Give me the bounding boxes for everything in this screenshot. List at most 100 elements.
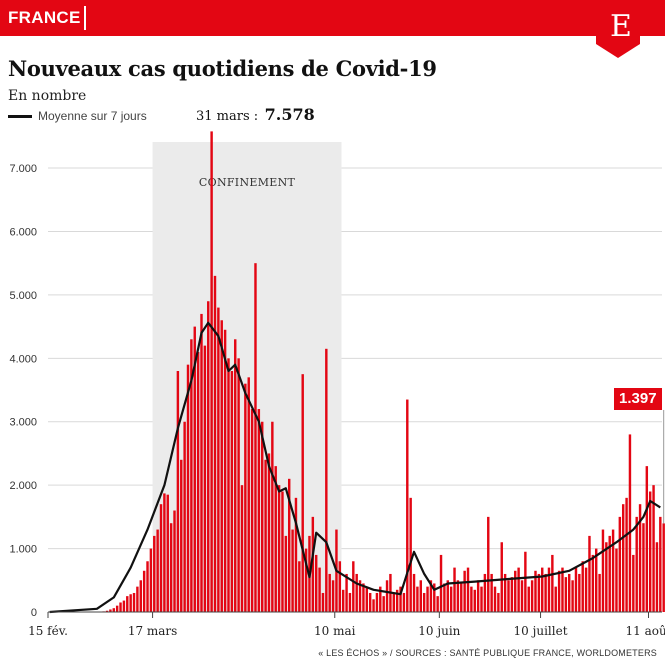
case-bar (598, 573, 601, 612)
case-bar (223, 329, 227, 612)
case-bar (490, 573, 493, 612)
case-bar (261, 421, 264, 612)
case-bar (615, 548, 618, 612)
case-bar (443, 583, 446, 612)
case-bar (220, 320, 223, 612)
case-bar (429, 580, 433, 612)
case-bar (652, 485, 655, 612)
case-bar (139, 580, 142, 612)
case-bar (524, 551, 527, 612)
case-bar (234, 339, 237, 612)
y-axis-ticks: 0 1.000 2.000 3.000 4.000 5.000 6.000 7.000 (9, 163, 37, 619)
case-bar (574, 567, 578, 612)
case-bar (460, 583, 463, 612)
case-bar (358, 580, 362, 612)
confinement-label: CONFINEMENT (199, 176, 296, 189)
case-bar (635, 516, 638, 612)
case-bar (193, 326, 196, 612)
case-bar (298, 561, 301, 612)
case-bar (375, 592, 379, 612)
case-bar (368, 592, 372, 612)
case-bar (554, 586, 557, 612)
case-bar (382, 596, 385, 612)
case-bar (436, 596, 439, 612)
case-bar (169, 523, 173, 612)
case-bar (487, 516, 490, 612)
case-bar (514, 570, 517, 612)
y-gridlines (48, 167, 662, 550)
case-bar (476, 580, 480, 612)
case-bar (237, 358, 240, 612)
case-bar (638, 504, 642, 612)
page-subtitle: En nombre (8, 88, 87, 104)
case-bar (250, 409, 254, 612)
x-axis-ticks: 15 fév. 17 mars 10 mai 10 juin 10 juillet 11 … (28, 612, 665, 638)
case-bar (551, 554, 554, 612)
case-bar (557, 570, 561, 612)
case-bar (287, 478, 291, 612)
case-bar (136, 586, 139, 612)
case-bar (571, 580, 574, 612)
case-bar (345, 573, 348, 612)
case-bar (129, 594, 132, 612)
case-bar (584, 567, 588, 612)
case-bar (470, 586, 473, 612)
case-bar (314, 554, 318, 612)
case-bar (473, 589, 476, 612)
case-bar (517, 567, 520, 612)
case-bar (611, 529, 615, 612)
case-bar (294, 497, 298, 612)
case-bar (213, 275, 217, 612)
case-bar (166, 494, 169, 612)
case-bar (392, 592, 396, 612)
case-bar (142, 570, 146, 612)
case-bar (449, 586, 453, 612)
case-bar (446, 580, 449, 612)
case-bar (453, 567, 456, 612)
case-bar (510, 577, 514, 612)
case-bar (483, 573, 487, 612)
case-bar (355, 573, 358, 612)
case-bar (628, 434, 632, 612)
case-bar (257, 409, 261, 612)
x-tick-label: 15 fév. (28, 624, 68, 638)
case-bar (365, 586, 369, 612)
y-tick-label: 7.000 (9, 163, 37, 175)
logo-letter: E (610, 9, 632, 44)
x-tick-label: 11 août (625, 624, 665, 638)
y-tick-label: 6.000 (9, 226, 37, 238)
case-bar (372, 599, 375, 612)
page-title: Nouveaux cas quotidiens de Covid-19 (8, 56, 437, 81)
case-bar (244, 383, 247, 612)
case-bar (318, 567, 321, 612)
case-bar (655, 542, 659, 612)
y-tick-label: 5.000 (9, 290, 37, 302)
y-tick-label: 0 (31, 607, 37, 619)
case-bar (105, 610, 109, 612)
case-bar (271, 421, 274, 612)
case-bar (267, 453, 271, 612)
case-bar (402, 592, 406, 612)
case-bar (416, 586, 419, 612)
country-label: FRANCE (8, 8, 81, 27)
case-bar (605, 542, 608, 612)
case-bar (112, 608, 116, 612)
case-bar (153, 535, 156, 612)
case-bar (645, 466, 649, 612)
case-bar (642, 523, 645, 612)
case-bar (126, 596, 129, 612)
case-bar (146, 561, 149, 612)
case-bar (385, 580, 389, 612)
x-tick-label: 10 mai (314, 624, 356, 638)
case-bar (409, 497, 412, 612)
case-bar (591, 554, 595, 612)
case-bar (348, 592, 352, 612)
case-bar (119, 602, 122, 612)
case-bar (544, 573, 547, 612)
peak-annotation: 31 mars : 7.578 (196, 105, 315, 125)
case-bar (632, 554, 635, 612)
case-bar (520, 580, 524, 612)
case-bar (601, 529, 605, 612)
case-bar (648, 491, 652, 612)
